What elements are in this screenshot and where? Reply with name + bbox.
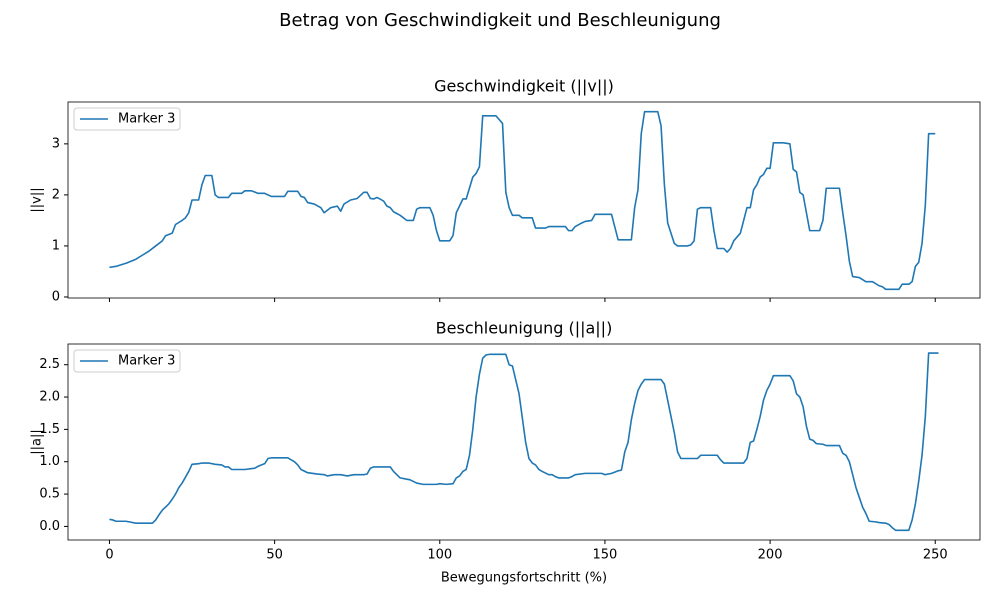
y-tick-label: 1.5	[39, 422, 60, 437]
y-axis-label: ||a||	[30, 429, 45, 455]
y-tick-label: 0	[52, 289, 60, 304]
y-tick-label: 0.5	[39, 487, 60, 502]
legend-label: Marker 3	[118, 112, 175, 127]
data-line	[109, 110, 936, 291]
y-tick-label: 2	[52, 187, 60, 202]
subplot-title: Beschleunigung (||a||)	[436, 319, 613, 338]
y-tick-label: 2.5	[39, 357, 60, 372]
y-tick-label: 2.0	[39, 390, 60, 405]
x-tick-label: 50	[266, 548, 283, 563]
x-tick-label: 200	[758, 548, 783, 563]
axes-frame	[67, 343, 981, 541]
x-axis-label: Bewegungsfortschritt (%)	[441, 571, 607, 586]
y-tick-label: 3	[52, 136, 60, 151]
y-tick-label: 1	[52, 238, 60, 253]
axes-frame	[67, 101, 981, 299]
y-tick-label: 0.0	[39, 519, 60, 534]
x-tick-label: 150	[593, 548, 618, 563]
subplot-title: Geschwindigkeit (||v||)	[434, 77, 614, 96]
y-axis-label: ||v||	[30, 187, 45, 212]
x-tick-label: 0	[105, 548, 113, 563]
data-line	[109, 352, 939, 532]
legend-label: Marker 3	[118, 354, 175, 369]
x-tick-label: 250	[923, 548, 948, 563]
y-tick-label: 1.0	[39, 454, 60, 469]
x-tick-label: 100	[427, 548, 452, 563]
legend-box	[73, 107, 181, 131]
figure-title: Betrag von Geschwindigkeit und Beschleun…	[279, 10, 721, 31]
legend-box	[73, 349, 181, 373]
